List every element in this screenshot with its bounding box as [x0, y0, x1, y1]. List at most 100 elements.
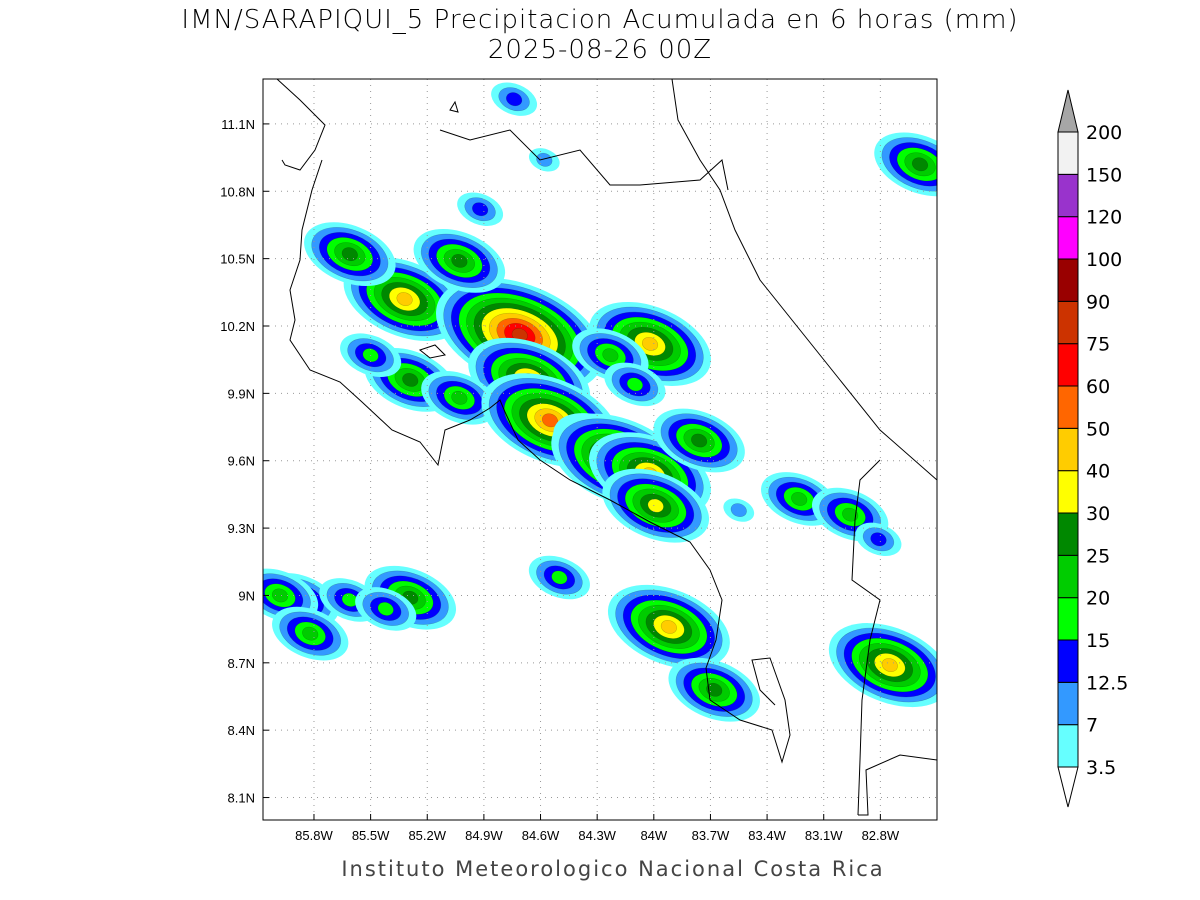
grid: 85.8W 85.5W 85.2W 84.9W 84.6W 84.3W 84W 83.7W 83… — [220, 79, 937, 843]
rain-cell — [602, 468, 710, 543]
y-tick-label: 8.4N — [228, 723, 255, 738]
y-tick-label: 10.2N — [220, 319, 255, 334]
y-tick-label: 9.6N — [228, 454, 255, 469]
colorbar-box — [1057, 300, 1079, 345]
rain-contour — [647, 498, 664, 513]
rain-cell — [421, 371, 498, 425]
colorbar-box — [1057, 131, 1079, 175]
colorbar-label: 75 — [1086, 334, 1110, 356]
rain-contour — [396, 292, 413, 306]
colorbar-under — [1057, 766, 1079, 808]
rain-cell — [723, 498, 755, 522]
coastline — [418, 344, 447, 359]
border — [851, 459, 881, 816]
colorbar-box — [1057, 173, 1079, 218]
rain-contour — [870, 532, 887, 547]
rain-contour — [691, 433, 708, 448]
coastline — [276, 79, 326, 171]
rain-contour — [271, 588, 289, 603]
rain-contour — [641, 337, 659, 351]
colorbar-box — [1057, 512, 1079, 556]
map-subtitle: 2025-08-26 00Z — [488, 35, 712, 65]
rain-contour — [341, 247, 358, 262]
rain-cell — [604, 362, 666, 407]
x-tick-label: 83.7W — [692, 828, 730, 843]
y-tick-label: 11.1N — [221, 117, 255, 132]
rain-contour — [377, 602, 394, 616]
colorbar-label: 30 — [1086, 503, 1110, 525]
x-tick-label: 84W — [640, 828, 667, 843]
colorbar-label: 60 — [1086, 376, 1110, 398]
coastline — [858, 754, 937, 816]
y-tick-label: 10.5N — [220, 252, 255, 267]
y-tick-label: 10.8N — [220, 184, 255, 199]
plot-frame — [262, 78, 938, 821]
rain-contour — [302, 626, 319, 641]
colorbar-box — [1057, 343, 1079, 387]
y-tick-label: 8.7N — [228, 656, 255, 671]
colorbar-label: 3.5 — [1086, 757, 1116, 779]
colorbar-label: 100 — [1086, 249, 1122, 271]
rain-cell — [528, 148, 560, 172]
rain-cell — [304, 222, 396, 287]
x-tick-label: 85.8W — [295, 828, 333, 843]
rain-contour — [911, 157, 929, 172]
colorbar-box — [1057, 554, 1079, 599]
colorbar-label: 200 — [1086, 122, 1122, 144]
colorbar-label: 15 — [1086, 630, 1110, 652]
colorbar-box — [1057, 216, 1079, 260]
colorbar-label: 12.5 — [1086, 672, 1128, 694]
rain-cell — [263, 568, 319, 623]
rain-contour — [506, 92, 523, 107]
colorbar-box — [1057, 639, 1079, 683]
colorbar-label: 7 — [1086, 715, 1098, 737]
colorbar-box — [1057, 385, 1079, 429]
coastline — [289, 159, 791, 764]
rain-cell — [457, 192, 504, 226]
colorbar-label: 40 — [1086, 461, 1110, 483]
rain-cell — [874, 132, 937, 197]
rain-contour — [626, 377, 643, 392]
coastlines — [276, 79, 937, 816]
rain-contour — [842, 507, 859, 522]
rain-cell — [855, 522, 902, 557]
x-tick-label: 82.8W — [862, 828, 900, 843]
colorbar-label: 20 — [1086, 588, 1110, 610]
colorbar-box — [1057, 470, 1079, 514]
rain-cell — [491, 82, 538, 116]
colorbar-label: 50 — [1086, 418, 1110, 440]
rain-contour — [451, 390, 468, 405]
rain-contour — [660, 619, 677, 634]
rain-cell — [528, 555, 590, 600]
x-tick-label: 83.1W — [805, 828, 843, 843]
rain-contour — [706, 682, 723, 697]
colorbar-label: 90 — [1086, 291, 1110, 313]
rain-contour — [791, 492, 808, 506]
rain-cell — [413, 228, 506, 293]
x-tick-label: 84.3W — [578, 828, 616, 843]
rain-cell — [272, 606, 349, 661]
colorbar-box — [1057, 597, 1079, 641]
rain-contour — [551, 570, 568, 585]
rain-contour — [602, 348, 619, 363]
y-tick-label: 9.9N — [228, 386, 255, 401]
y-tick-label: 9.3N — [228, 521, 255, 536]
rain-cell — [653, 408, 745, 473]
rain-contour — [451, 253, 468, 268]
colorbar-label: 120 — [1086, 207, 1122, 229]
colorbar-label: 150 — [1086, 164, 1122, 186]
rain-cell — [668, 657, 760, 722]
colorbar-box — [1057, 724, 1079, 768]
rain-contour — [881, 658, 898, 672]
colorbar-label: 25 — [1086, 545, 1110, 567]
colorbar: 3.5 7 12.5 15 20 25 30 40 50 60 75 90 100 120 150 200 — [1057, 89, 1128, 808]
rain-contour — [402, 372, 419, 387]
coastline — [671, 79, 937, 481]
colorbar-box — [1057, 427, 1079, 472]
rain-contour — [730, 503, 747, 518]
y-tick-label: 9N — [238, 588, 255, 603]
coastline — [449, 100, 459, 113]
x-tick-label: 85.2W — [408, 828, 446, 843]
y-tick-label: 8.1N — [228, 791, 255, 806]
